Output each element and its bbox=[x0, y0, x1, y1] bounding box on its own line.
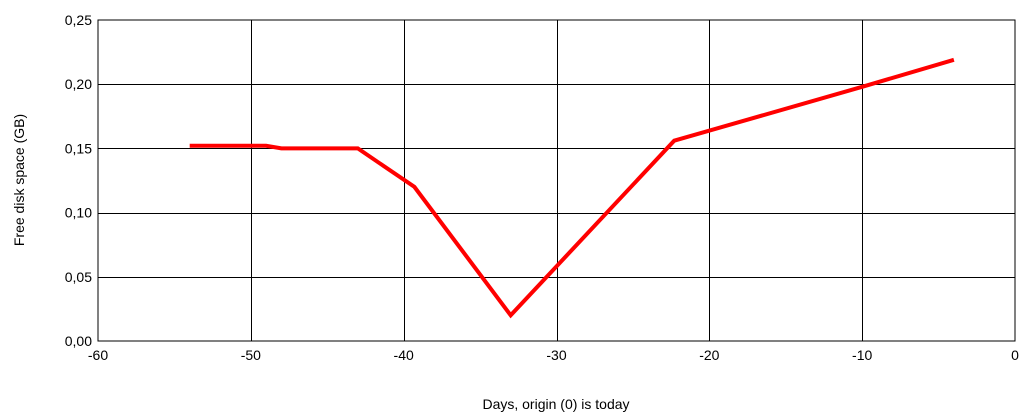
x-tick-label: -20 bbox=[699, 347, 719, 363]
y-tick-label: 0,05 bbox=[65, 269, 92, 285]
y-tick-label: 0,00 bbox=[65, 333, 92, 349]
x-tick-label: 0 bbox=[1011, 347, 1019, 363]
y-axis-ticks: 0,00 0,05 0,10 0,15 0,20 0,25 bbox=[65, 12, 92, 349]
x-tick-label: -40 bbox=[394, 347, 414, 363]
x-tick-label: -60 bbox=[88, 347, 108, 363]
series-layer bbox=[189, 57, 955, 319]
y-tick-label: 0,10 bbox=[65, 205, 92, 221]
y-tick-label: 0,20 bbox=[65, 76, 92, 92]
x-axis-ticks: -60 -50 -40 -30 -20 -10 0 bbox=[88, 347, 1019, 363]
y-tick-label: 0,15 bbox=[65, 140, 92, 156]
x-axis-title: Days, origin (0) is today bbox=[482, 396, 629, 412]
y-tick-label: 0,25 bbox=[65, 12, 92, 28]
plot-area bbox=[98, 20, 1015, 341]
grid bbox=[98, 20, 1015, 341]
x-tick-label: -50 bbox=[241, 347, 261, 363]
x-tick-label: -10 bbox=[852, 347, 872, 363]
x-tick-label: -30 bbox=[546, 347, 566, 363]
plot-border bbox=[97, 19, 1016, 342]
y-axis-title: Free disk space (GB) bbox=[11, 114, 27, 246]
